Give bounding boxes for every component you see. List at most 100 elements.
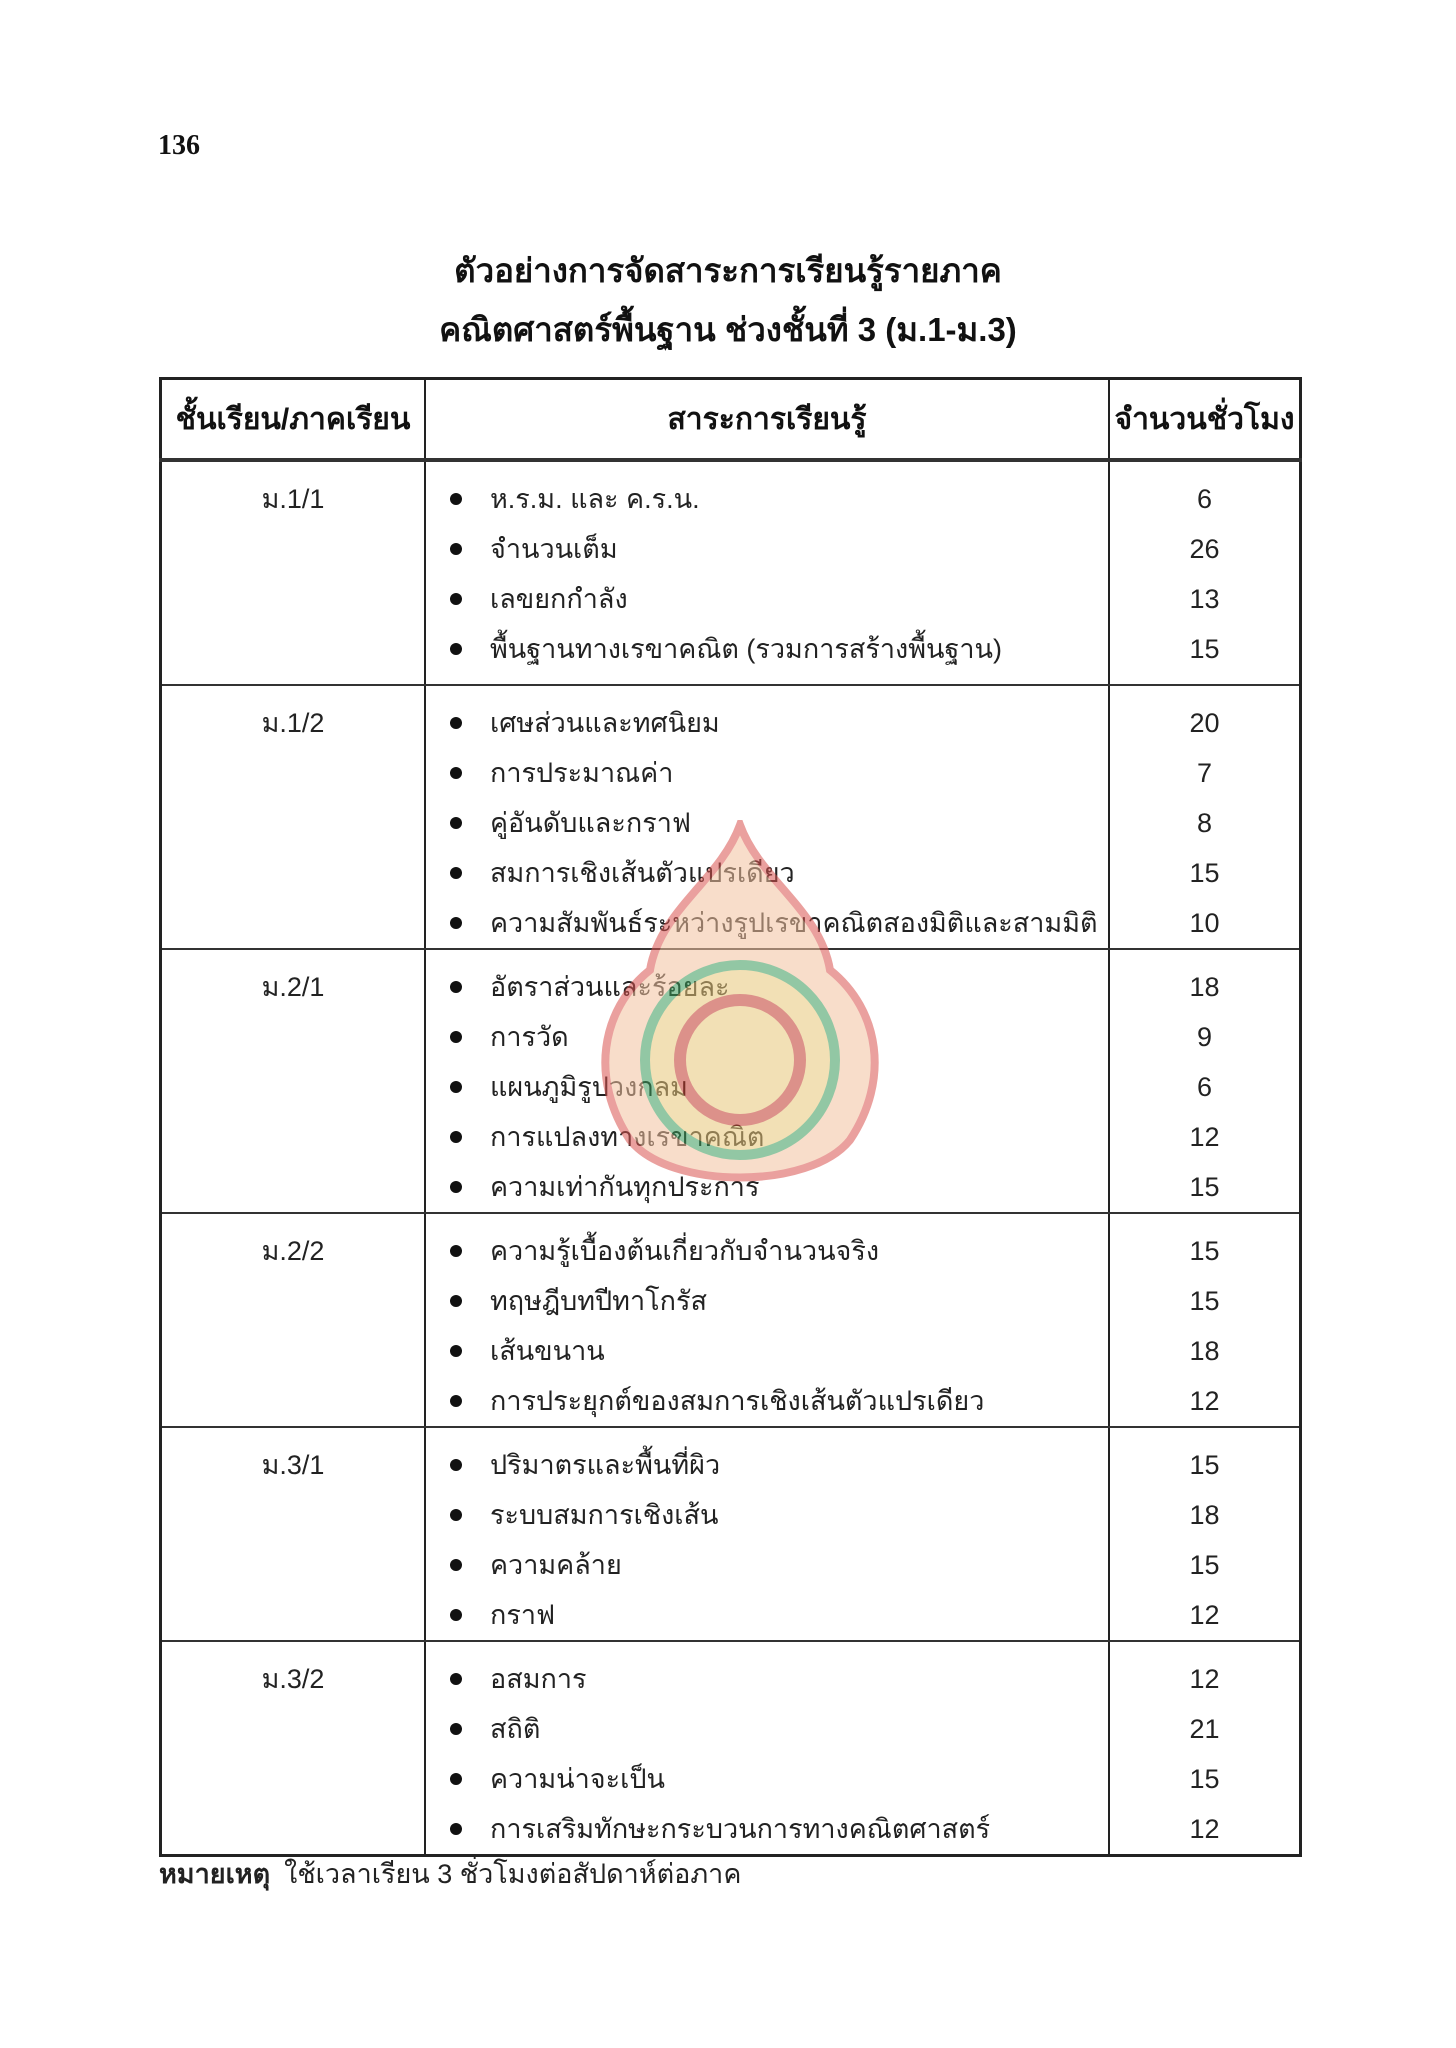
- topic-text: ความสัมพันธ์ระหว่างรูปเรขาคณิตสองมิติและ…: [490, 908, 1098, 938]
- hours-value: 12: [1189, 1600, 1220, 1630]
- hours-value: 12: [1189, 1664, 1220, 1694]
- list-item: อัตราส่วนและร้อยละ: [426, 962, 1108, 1012]
- bullet-icon: [450, 981, 462, 993]
- list-item: ความรู้เบื้องต้นเกี่ยวกับจำนวนจริง: [426, 1226, 1108, 1276]
- bullet-icon: [450, 767, 462, 779]
- topic-text: ห.ร.ม. และ ค.ร.น.: [490, 484, 700, 514]
- grade-cell: ม.2/1: [160, 949, 426, 1214]
- list-item: การแปลงทางเรขาคณิต: [426, 1112, 1108, 1162]
- bullet-icon: [450, 493, 462, 505]
- hours-value: 15: [1189, 1286, 1220, 1316]
- hours-value: 15: [1189, 858, 1220, 888]
- note-label: หมายเหตุ: [159, 1859, 271, 1889]
- grade-cell: ม.3/2: [160, 1641, 426, 1857]
- table-header-row: ชั้นเรียน/ภาคเรียน สาระการเรียนรู้ จำนวน…: [160, 378, 1301, 462]
- bullet-icon: [450, 1823, 462, 1835]
- list-item: ปริมาตรและพื้นที่ผิว: [426, 1440, 1108, 1490]
- list-item: ห.ร.ม. และ ค.ร.น.: [426, 474, 1108, 524]
- topic-text: เส้นขนาน: [490, 1336, 605, 1366]
- list-item: การวัด: [426, 1012, 1108, 1062]
- list-item: เลขยกกำลัง: [426, 574, 1108, 624]
- list-item: ความคล้าย: [426, 1540, 1108, 1590]
- grade-label: ม.3/2: [261, 1664, 325, 1694]
- topics-cell: ห.ร.ม. และ ค.ร.น. จำนวนเต็มเลขยกกำลังพื้น…: [425, 460, 1110, 686]
- topics-cell: อสมการ สถิติ ความน่าจะเป็น การเสริมทักษะกระ…: [425, 1641, 1110, 1857]
- page-number: 136: [158, 130, 200, 161]
- topic-text: พื้นฐานทางเรขาคณิต (รวมการสร้างพื้นฐาน): [490, 634, 1002, 664]
- list-item: ความสัมพันธ์ระหว่างรูปเรขาคณิตสองมิติและ…: [426, 898, 1108, 948]
- footnote: หมายเหตุ ใช้เวลาเรียน 3 ชั่วโมงต่อสัปดาห์…: [159, 1852, 741, 1895]
- grade-label: ม.2/2: [261, 1236, 325, 1266]
- hours-cell: 15 18 15 12: [1109, 1427, 1301, 1642]
- list-item: เส้นขนาน: [426, 1326, 1108, 1376]
- hours-value: 13: [1189, 584, 1220, 614]
- topic-text: เศษส่วนและทศนิยม: [490, 708, 720, 738]
- list-item: เศษส่วนและทศนิยม: [426, 698, 1108, 748]
- hours-cell: 18 9 6 12 15: [1109, 949, 1301, 1214]
- topics-cell: ปริมาตรและพื้นที่ผิวระบบสมการเชิงเส้นควา…: [425, 1427, 1110, 1642]
- topic-text: คู่อันดับและกราฟ: [490, 808, 691, 838]
- topic-text: จำนวนเต็ม: [490, 534, 618, 564]
- bullet-icon: [450, 917, 462, 929]
- list-item: แผนภูมิรูปวงกลม: [426, 1062, 1108, 1112]
- hours-value: 15: [1189, 634, 1220, 664]
- topic-text: ความเท่ากันทุกประการ: [490, 1172, 760, 1202]
- hours-value: 15: [1189, 1450, 1220, 1480]
- bullet-icon: [450, 867, 462, 879]
- list-item: อสมการ: [426, 1654, 1108, 1704]
- table-row: ม.3/1 ปริมาตรและพื้นที่ผิวระบบสมการเชิงเส…: [160, 1427, 1301, 1642]
- list-item: คู่อันดับและกราฟ: [426, 798, 1108, 848]
- hours-value: 8: [1196, 808, 1213, 838]
- grade-label: ม.3/1: [261, 1450, 325, 1480]
- title-line-2: คณิตศาสตร์พื้นฐาน ช่วงชั้นที่ 3 (ม.1-ม.3…: [439, 311, 1017, 348]
- hours-value: 26: [1189, 534, 1220, 564]
- bullet-icon: [450, 1131, 462, 1143]
- bullet-icon: [450, 1509, 462, 1521]
- bullet-icon: [450, 1245, 462, 1257]
- list-item: การประมาณค่า: [426, 748, 1108, 798]
- hours-cell: 15 15 18 12: [1109, 1213, 1301, 1428]
- topic-text: เลขยกกำลัง: [490, 584, 628, 614]
- hours-value: 6: [1196, 484, 1213, 514]
- topics-cell: อัตราส่วนและร้อยละการวัดแผนภูมิรูปวงกลมก…: [425, 949, 1110, 1214]
- topic-text: การแปลงทางเรขาคณิต: [490, 1122, 765, 1152]
- bullet-icon: [450, 1295, 462, 1307]
- topic-text: อัตราส่วนและร้อยละ: [490, 972, 730, 1002]
- bullet-icon: [450, 817, 462, 829]
- topic-text: ทฤษฎีบทปีทาโกรัส: [490, 1286, 707, 1316]
- bullet-icon: [450, 1459, 462, 1471]
- topics-cell: เศษส่วนและทศนิยมการประมาณค่าคู่อันดับและ…: [425, 685, 1110, 950]
- topics-cell: ความรู้เบื้องต้นเกี่ยวกับจำนวนจริงทฤษฎีบ…: [425, 1213, 1110, 1428]
- bullet-icon: [450, 1609, 462, 1621]
- topic-text: สถิติ: [490, 1714, 541, 1744]
- hours-value: 12: [1189, 1122, 1220, 1152]
- header-topic: สาระการเรียนรู้: [425, 378, 1110, 462]
- bullet-icon: [450, 1031, 462, 1043]
- list-item: ทฤษฎีบทปีทาโกรัส: [426, 1276, 1108, 1326]
- grade-label: ม.1/1: [261, 484, 325, 514]
- hours-value: 21: [1189, 1714, 1220, 1744]
- topic-text: ระบบสมการเชิงเส้น: [490, 1500, 719, 1530]
- topic-text: ความน่าจะเป็น: [490, 1764, 665, 1794]
- curriculum-table: ชั้นเรียน/ภาคเรียน สาระการเรียนรู้ จำนวน…: [159, 377, 1302, 1857]
- hours-value: 15: [1189, 1172, 1220, 1202]
- list-item: การประยุกต์ของสมการเชิงเส้นตัวแปรเดียว: [426, 1376, 1108, 1426]
- list-item: ความน่าจะเป็น: [426, 1754, 1108, 1804]
- title-line-1: ตัวอย่างการจัดสาระการเรียนรู้รายภาค: [454, 252, 1002, 289]
- topic-text: ความรู้เบื้องต้นเกี่ยวกับจำนวนจริง: [490, 1236, 880, 1266]
- list-item: จำนวนเต็ม: [426, 524, 1108, 574]
- topic-text: ปริมาตรและพื้นที่ผิว: [490, 1450, 721, 1480]
- topic-text: การวัด: [490, 1022, 569, 1052]
- list-item: สมการเชิงเส้นตัวแปรเดียว: [426, 848, 1108, 898]
- topic-text: อสมการ: [490, 1664, 587, 1694]
- hours-value: 15: [1189, 1550, 1220, 1580]
- table-row: ม.2/1 อัตราส่วนและร้อยละ การวัด แผนภูมิรูปว…: [160, 949, 1301, 1214]
- note-text: ใช้เวลาเรียน 3 ชั่วโมงต่อสัปดาห์ต่อภาค: [284, 1859, 742, 1889]
- list-item: พื้นฐานทางเรขาคณิต (รวมการสร้างพื้นฐาน): [426, 624, 1108, 674]
- grade-cell: ม.3/1: [160, 1427, 426, 1642]
- grade-label: ม.1/2: [261, 708, 325, 738]
- topic-text: กราฟ: [490, 1600, 556, 1630]
- bullet-icon: [450, 593, 462, 605]
- grade-cell: ม.1/1: [160, 460, 426, 686]
- bullet-icon: [450, 717, 462, 729]
